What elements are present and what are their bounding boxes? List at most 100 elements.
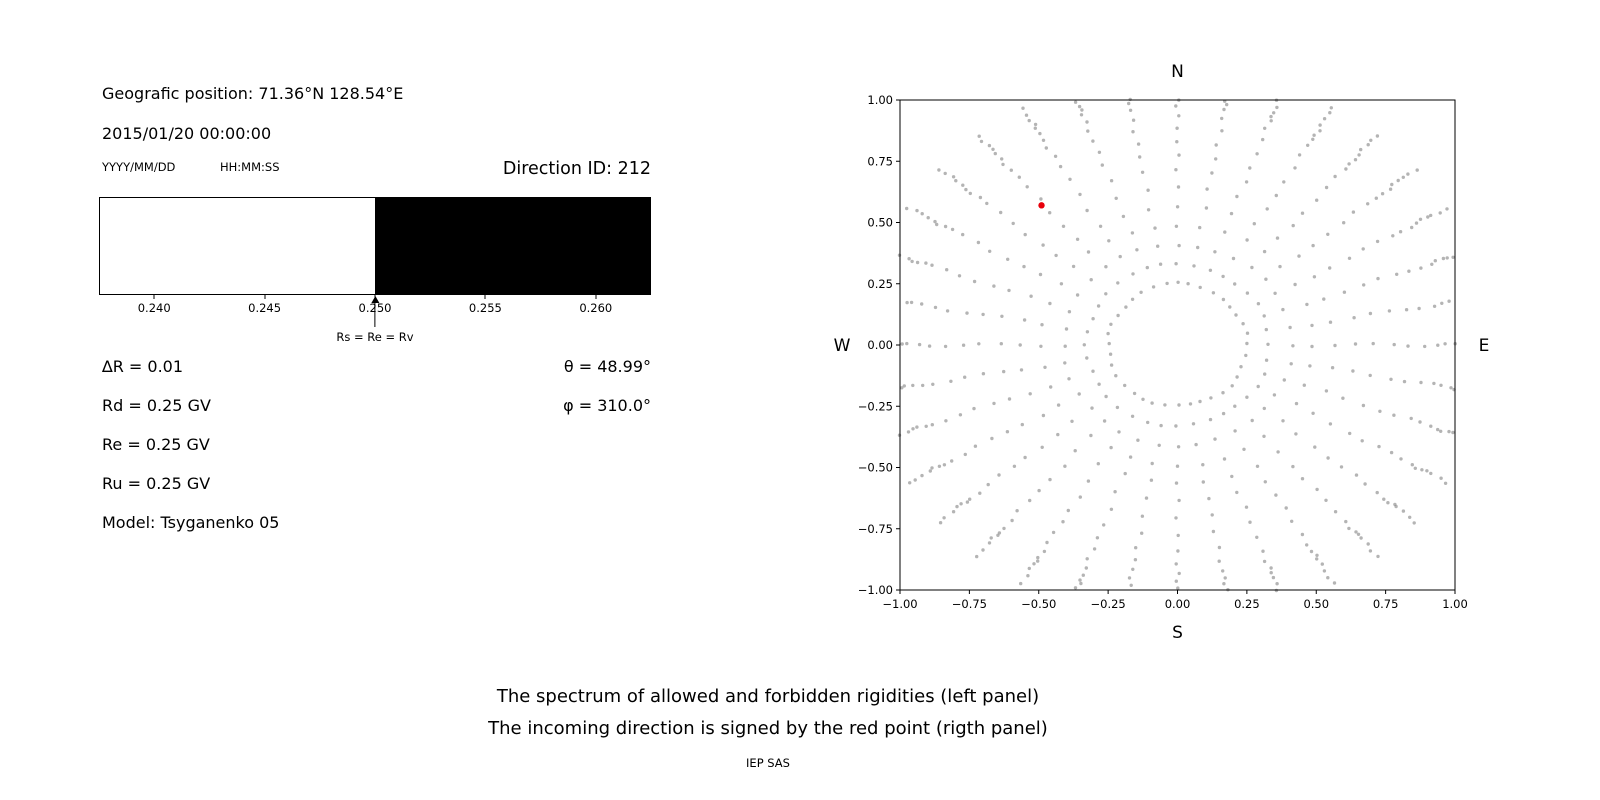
direction-grid-dot [1375,490,1379,495]
direction-grid-dot [1228,305,1232,309]
direction-grid-dot [1213,250,1217,254]
direction-grid-dot [1095,536,1100,540]
direction-grid-dot [959,502,963,506]
direction-grid-dot [1176,280,1180,284]
direction-grid-dot [1221,274,1225,279]
direction-grid-dot [1409,416,1413,421]
direction-grid-dot [1000,314,1004,318]
direction-grid-dot [1075,293,1080,297]
direction-grid-dot [1389,377,1393,381]
direction-grid-dot [1220,116,1224,121]
direction-grid-dot [937,168,941,172]
direction-grid-dot [1146,208,1151,212]
direction-grid-dot [1394,504,1398,509]
direction-grid-dot [1033,122,1038,127]
direction-grid-dot [920,473,924,478]
direction-grid-dot [1382,497,1386,501]
direction-grid-dot [1123,471,1127,476]
direction-grid-dot [911,427,915,431]
direction-grid-dot [1344,519,1348,524]
direction-grid-dot [1102,523,1106,527]
x-tick [484,295,486,299]
direction-grid-dot [1245,331,1250,335]
direction-grid-dot [1414,221,1419,225]
direction-grid-dot [1408,515,1412,519]
direction-grid-dot [1096,304,1101,308]
direction-grid-dot [1300,477,1305,481]
direction-grid-dot [920,212,924,216]
x-tick-label: 0.25 [1234,597,1260,611]
direction-grid-dot [1440,301,1444,305]
direction-grid-dot [1209,396,1213,400]
direction-grid-dot [981,548,985,552]
direction-grid-dot [1011,221,1015,226]
x-tick-label: −1.00 [882,597,917,611]
direction-grid-dot [1281,419,1285,423]
direction-grid-dot [1001,162,1005,167]
direction-grid-dot [1175,140,1179,144]
delta-r-value: ∆R = 0.01 [102,357,184,376]
direction-grid-dot [1063,344,1067,348]
direction-grid-dot [1118,254,1122,259]
direction-grid-dot [1109,507,1114,511]
direction-grid-dot [1145,265,1149,270]
direction-grid-dot [1320,562,1324,566]
direction-grid-dot [1174,168,1178,172]
direction-grid-dot [1027,566,1031,571]
direction-grid-dot [1263,126,1267,130]
direction-grid-dot [1324,185,1329,190]
direction-grid-dot [1339,465,1344,469]
direction-grid-dot [1012,464,1017,468]
x-tick-label: −0.50 [1021,597,1056,611]
direction-grid-dot [968,497,972,501]
geo-position-text: Geografic position: 71.36°N 128.54°E [102,84,404,103]
direction-grid-dot [1100,163,1104,167]
direction-grid-dot [1211,291,1216,295]
direction-grid-dot [1080,108,1084,112]
caption-line-1: The spectrum of allowed and forbidden ri… [496,686,1040,707]
direction-grid-dot [1322,569,1327,573]
direction-grid-dot [951,175,956,179]
direction-grid-dot [1419,380,1423,385]
direction-grid-dot [1245,395,1249,399]
direction-grid-dot [1089,433,1093,438]
direction-grid-dot [1113,490,1117,494]
direction-grid-dot [1176,586,1180,590]
direction-grid-dot [1351,210,1356,214]
direction-grid-dot [1127,101,1131,106]
direction-grid-dot [1066,508,1070,513]
direction-grid-dot [905,341,909,346]
y-tick-label: 0.25 [867,277,893,291]
y-tick-label: 0.00 [867,338,893,352]
arrow-line [374,302,376,327]
direction-grid-dot [1275,105,1279,110]
direction-grid-dot [1420,468,1424,472]
direction-grid-dot [1269,119,1273,123]
direction-grid-dot [1315,487,1319,492]
x-tick-label: 0.50 [1303,597,1329,611]
direction-grid-dot [999,210,1003,215]
direction-grid-dot [1054,253,1058,258]
spectrum-region-allowed [100,198,375,294]
direction-grid-dot [1235,375,1239,379]
direction-grid-dot [1007,288,1011,293]
direction-grid-dot [1359,147,1363,152]
direction-grid-dot [1329,106,1333,110]
direction-grid-dot [981,372,986,376]
direction-grid-dot [1165,281,1169,286]
direction-grid-dot [1406,172,1410,176]
direction-grid-dot [1425,469,1429,473]
direction-grid-dot [1079,581,1083,586]
direction-grid-dot [1041,413,1046,418]
direction-grid-dot [1210,513,1214,517]
direction-grid-dot [1392,342,1396,347]
direction-plot-svg: −1.00 −0.75 −0.50 −0.25 0.00 0.25 0.50 0.75 1.00… [834,62,1490,643]
direction-grid-dot [1311,137,1315,141]
direction-grid-dot [950,459,954,463]
direction-grid-dot [1097,150,1102,154]
direction-grid-dot [1375,134,1380,138]
direction-grid-dot [1091,317,1095,321]
direction-grid-dot [1326,576,1330,580]
direction-grid-dot [1348,431,1352,436]
direction-grid-dot [1045,540,1049,545]
